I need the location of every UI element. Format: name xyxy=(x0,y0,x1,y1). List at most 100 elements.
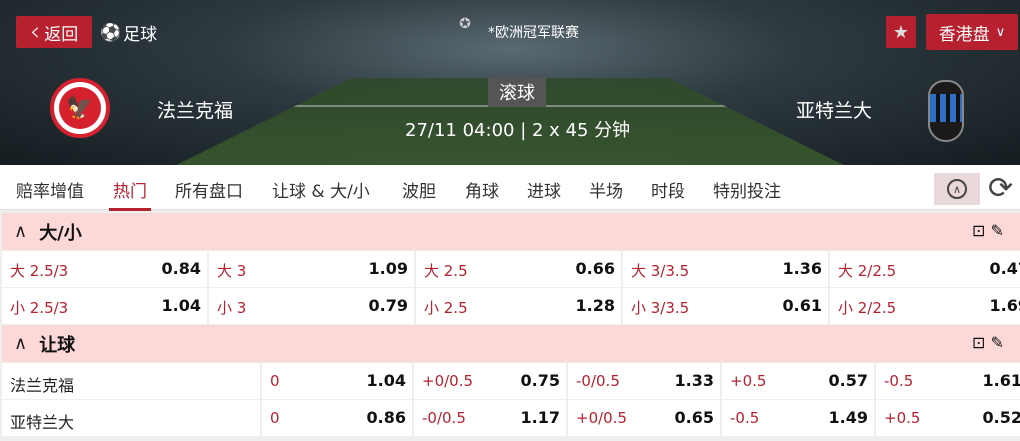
odds-line: 小 2/2.5 xyxy=(838,299,897,317)
odds-price: 1.69 xyxy=(989,296,1020,315)
odds-format-label: 香港盘 xyxy=(938,24,990,45)
odds-cell[interactable]: 小 2.5 1.28 xyxy=(416,288,621,324)
home-team-crest-icon: 🦅 xyxy=(50,78,110,138)
odds-line: 小 3 xyxy=(217,299,247,317)
odds-line: 0 xyxy=(270,372,280,390)
table-row: 小 2.5/3 1.04 小 3 0.79 小 2.5 1.28 小 3/3.5 0.61 小 … xyxy=(2,288,1020,324)
tab-8[interactable]: 时段 xyxy=(651,182,685,202)
odds-line: +0/0.5 xyxy=(422,372,474,390)
match-time: 27/11 04:00 | 2 x 45 分钟 xyxy=(405,120,631,141)
team-cell: 法兰克福 xyxy=(2,363,260,399)
odds-cell[interactable]: +0.5 0.57 xyxy=(722,363,874,399)
tab-4[interactable]: 波胆 xyxy=(402,182,436,202)
team-cell: 亚特兰大 xyxy=(2,400,260,436)
odds-cell[interactable]: 小 3 0.79 xyxy=(209,288,414,324)
soccer-ball-icon: ⚽ xyxy=(100,22,122,43)
tab-5[interactable]: 角球 xyxy=(465,182,499,202)
tab-2[interactable]: 所有盘口 xyxy=(175,182,243,202)
odds-price: 0.61 xyxy=(782,296,822,315)
section-title: 让球 xyxy=(39,334,76,356)
odds-cell[interactable]: 大 2/2.5 0.47 xyxy=(830,251,1020,287)
odds-cell[interactable]: -0.5 1.61 xyxy=(876,363,1020,399)
team-name: 法兰克福 xyxy=(10,376,75,395)
odds-price: 1.49 xyxy=(828,408,868,427)
away-team-name: 亚特兰大 xyxy=(796,100,873,122)
sport-link[interactable]: ⚽ 足球 xyxy=(100,20,157,46)
odds-price: 1.09 xyxy=(368,259,408,278)
tab-9[interactable]: 特别投注 xyxy=(713,182,781,202)
odds-cell[interactable]: -0/0.5 1.33 xyxy=(568,363,720,399)
odds-cell[interactable]: 0 0.86 xyxy=(262,400,412,436)
odds-cell[interactable]: 大 3/3.5 1.36 xyxy=(623,251,828,287)
section-over-under[interactable]: ∧ 大/小 ⊡ ✎ xyxy=(2,213,1020,250)
odds-line: +0.5 xyxy=(884,409,921,427)
odds-line: -0.5 xyxy=(884,372,914,390)
back-button[interactable]: ‹ 返回 xyxy=(16,16,92,48)
tab-6[interactable]: 进球 xyxy=(527,182,561,202)
odds-line: -0.5 xyxy=(730,409,760,427)
odds-line: -0/0.5 xyxy=(576,372,620,390)
section-handicap[interactable]: ∧ 让球 ⊡ ✎ xyxy=(2,325,1020,362)
chevron-up-icon: ∧ xyxy=(947,179,967,199)
tab-7[interactable]: 半场 xyxy=(589,182,623,202)
odds-cell[interactable]: -0/0.5 1.17 xyxy=(414,400,566,436)
refresh-icon[interactable]: ⟳ xyxy=(988,171,1014,206)
section-title: 大/小 xyxy=(39,222,82,244)
odds-price: 1.61 xyxy=(982,371,1020,390)
odds-cell[interactable]: 小 3/3.5 0.61 xyxy=(623,288,828,324)
odds-price: 1.33 xyxy=(674,371,714,390)
odds-format-dropdown[interactable]: 香港盘 ∨ xyxy=(926,14,1018,50)
stats-pin-icons[interactable]: ⊡ ✎ xyxy=(972,333,1004,352)
favorite-star-button[interactable]: ★ xyxy=(886,16,916,48)
odds-line: +0/0.5 xyxy=(576,409,628,427)
odds-line: 大 2/2.5 xyxy=(838,262,897,280)
tab-3[interactable]: 让球 & 大/小 xyxy=(272,182,370,202)
away-team-crest-icon xyxy=(928,80,964,142)
odds-price: 0.75 xyxy=(520,371,560,390)
odds-price: 1.36 xyxy=(782,259,822,278)
market-tabs: ∧ ⟳ 赔率增值 热门 所有盘口 让球 & 大/小 波胆 角球 进球 半场 时段 特别投注 xyxy=(0,165,1020,211)
odds-price: 0.79 xyxy=(368,296,408,315)
chevron-down-icon: ∨ xyxy=(995,24,1006,40)
odds-cell[interactable]: 大 3 1.09 xyxy=(209,251,414,287)
odds-price: 1.04 xyxy=(161,296,201,315)
odds-price: 0.52 xyxy=(982,408,1020,427)
odds-price: 0.65 xyxy=(674,408,714,427)
back-label: 返回 xyxy=(44,24,79,45)
tab-0[interactable]: 赔率增值 xyxy=(16,182,84,202)
odds-line: 大 2.5/3 xyxy=(10,262,69,280)
table-row: 法兰克福 0 1.04 +0/0.5 0.75 -0/0.5 1.33 +0.5 0.57 -0.… xyxy=(2,363,1020,399)
odds-line: 大 2.5 xyxy=(424,262,468,280)
odds-line: 大 3/3.5 xyxy=(631,262,690,280)
odds-cell[interactable]: +0.5 0.52 xyxy=(876,400,1020,436)
team-name: 亚特兰大 xyxy=(10,413,75,432)
odds-line: 小 2.5/3 xyxy=(10,299,69,317)
match-duration: 2 x 45 分钟 xyxy=(531,120,631,141)
odds-cell[interactable]: +0/0.5 0.75 xyxy=(414,363,566,399)
collapse-all-button[interactable]: ∧ xyxy=(934,173,980,205)
odds-cell[interactable]: -0.5 1.49 xyxy=(722,400,874,436)
odds-cell[interactable]: +0/0.5 0.65 xyxy=(568,400,720,436)
odds-cell[interactable]: 0 1.04 xyxy=(262,363,412,399)
chevron-up-icon: ∧ xyxy=(14,333,28,354)
odds-line: 0 xyxy=(270,409,280,427)
odds-price: 0.47 xyxy=(989,259,1020,278)
live-badge: 滚球 xyxy=(488,77,546,107)
odds-cell[interactable]: 大 2.5/3 0.84 xyxy=(2,251,207,287)
odds-cell[interactable]: 小 2/2.5 1.69 xyxy=(830,288,1020,324)
odds-price: 1.04 xyxy=(366,371,406,390)
stats-pin-icons[interactable]: ⊡ ✎ xyxy=(972,221,1004,240)
odds-line: 小 2.5 xyxy=(424,299,468,317)
odds-cell[interactable]: 小 2.5/3 1.04 xyxy=(2,288,207,324)
tab-1[interactable]: 热门 xyxy=(109,177,151,211)
odds-cell[interactable]: 大 2.5 0.66 xyxy=(416,251,621,287)
odds-line: -0/0.5 xyxy=(422,409,466,427)
home-team-name: 法兰克福 xyxy=(157,100,234,122)
match-datetime: 27/11 04:00 xyxy=(405,120,515,141)
odds-line: 大 3 xyxy=(217,262,247,280)
chevron-left-icon: ‹ xyxy=(29,17,41,47)
odds-price: 1.28 xyxy=(575,296,615,315)
chevron-up-icon: ∧ xyxy=(14,221,28,242)
odds-price: 0.66 xyxy=(575,259,615,278)
odds-line: 小 3/3.5 xyxy=(631,299,690,317)
